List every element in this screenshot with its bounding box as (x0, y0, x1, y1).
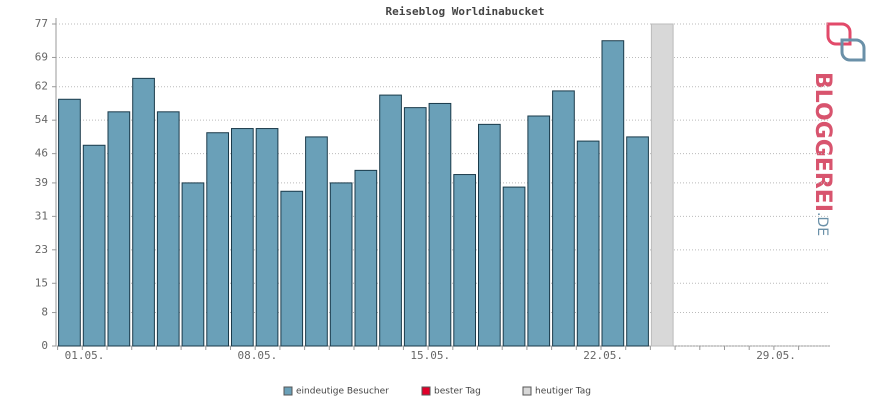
x-tick-label: 29.05. (756, 349, 796, 362)
bar (255, 128, 279, 347)
y-tick-label: 54 (35, 113, 49, 126)
bar (181, 182, 205, 347)
bar (132, 77, 155, 347)
bar (527, 115, 551, 347)
bar (626, 136, 649, 347)
legend-label: eindeutige Besucher (296, 387, 389, 397)
legend-swatch (421, 386, 431, 396)
logo: BLOGGEREI.DE (810, 22, 866, 236)
logo-suffix: .DE (814, 212, 830, 236)
bar (502, 186, 526, 347)
bar (231, 128, 254, 347)
y-tick-label: 77 (35, 17, 48, 30)
bar (428, 102, 452, 347)
bar (107, 111, 131, 347)
y-tick-label: 23 (35, 243, 48, 256)
x-tick-label: 22.05. (583, 349, 623, 362)
logo-icon (826, 22, 852, 46)
x-tick-label: 01.05. (65, 349, 105, 362)
logo-icon (840, 38, 866, 62)
bar (403, 107, 427, 347)
y-tick-label: 62 (35, 80, 48, 93)
bar (552, 90, 575, 347)
legend-swatch (522, 386, 532, 396)
bar (453, 174, 476, 347)
bar (82, 144, 106, 347)
chart-title: Reiseblog Worldinabucket (386, 5, 545, 18)
bar (650, 23, 674, 347)
bar (305, 136, 328, 347)
y-tick-label: 15 (35, 276, 48, 289)
bar (58, 98, 81, 347)
bar (329, 182, 353, 347)
bar (354, 169, 378, 347)
logo-word: BLOGGEREI (810, 72, 835, 212)
bar (576, 140, 600, 347)
y-tick-label: 31 (35, 209, 48, 222)
bar (379, 94, 402, 347)
x-tick-label: 08.05. (238, 349, 278, 362)
bar (478, 123, 501, 347)
bar (601, 40, 625, 347)
y-tick-label: 46 (35, 147, 48, 160)
legend: eindeutige Besucher bester Tag heutiger Ta… (283, 386, 591, 397)
bar (280, 190, 304, 347)
bar (156, 111, 180, 347)
y-tick-label: 0 (41, 339, 48, 352)
y-tick-label: 69 (35, 50, 48, 63)
bar (206, 132, 230, 347)
legend-swatch (283, 386, 293, 396)
y-tick-label: 8 (41, 306, 48, 319)
y-tick-label: 39 (35, 176, 48, 189)
logo-text: BLOGGEREI.DE (810, 72, 835, 236)
legend-label: bester Tag (434, 387, 481, 397)
legend-label: heutiger Tag (535, 387, 591, 397)
x-tick-label: 15.05. (410, 349, 450, 362)
